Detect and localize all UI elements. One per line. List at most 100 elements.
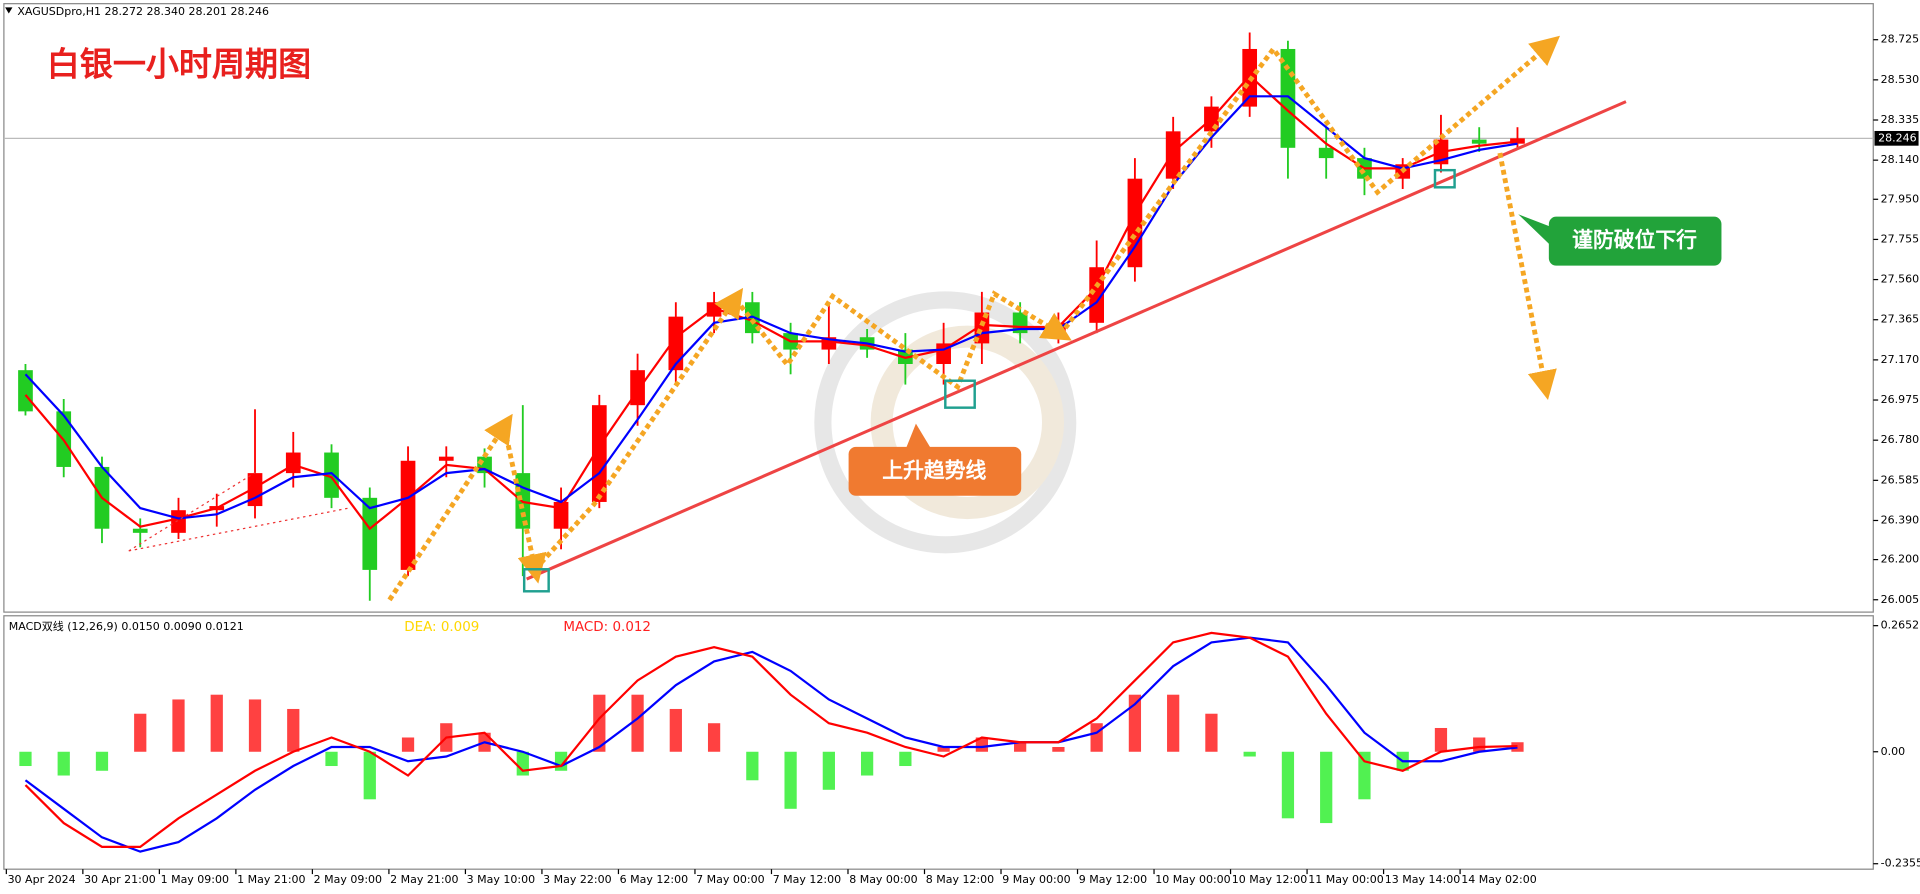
histogram-bar	[248, 699, 262, 752]
histogram-bar	[1358, 751, 1371, 800]
x-tick-label: 3 May 10:00	[467, 873, 535, 886]
y-tick-label: 28.530	[1881, 73, 1920, 86]
price-tag-label: 28.246	[1878, 131, 1916, 144]
y-tick-label: 26.975	[1881, 393, 1920, 406]
indicator-line	[24, 95, 1518, 520]
x-tick-label: 3 May 22:00	[543, 873, 611, 886]
histogram-bar	[172, 699, 185, 752]
y-tick-label: 28.335	[1881, 113, 1920, 126]
price-tag	[1874, 130, 1919, 146]
histogram-bar	[1014, 742, 1027, 752]
histogram-bar	[325, 751, 338, 767]
candle-body	[1510, 138, 1525, 144]
macd-panel	[3, 615, 1874, 870]
histogram-bar	[19, 751, 32, 767]
histogram-bar	[975, 737, 989, 752]
macd-plot: 0.2652 0.00 -0.2355 DEA: 0.009 MACD: 0.012	[19, 619, 1920, 870]
histogram-bar	[95, 751, 109, 771]
candle-body	[1280, 48, 1296, 148]
x-tick-label: 13 May 14:00	[1385, 873, 1460, 886]
candle-body	[1471, 139, 1487, 144]
candle-body	[400, 460, 416, 570]
histogram-bar	[401, 737, 415, 752]
y-tick-label: 27.170	[1881, 353, 1920, 366]
candle-body	[171, 510, 186, 533]
histogram-bar	[1320, 751, 1333, 824]
y-tick-label: 26.005	[1881, 593, 1920, 606]
histogram-bar	[784, 751, 797, 809]
candle-body	[362, 497, 378, 570]
histogram-bar	[134, 713, 147, 752]
candle-body	[438, 456, 454, 461]
candle-body	[1318, 147, 1334, 159]
menu-icon	[5, 7, 13, 14]
histogram-bar	[1473, 737, 1486, 752]
x-tick-label: 14 May 02:00	[1461, 873, 1536, 886]
y-tick-label: 27.560	[1881, 273, 1920, 286]
histogram-bar	[1167, 694, 1180, 752]
y-tick-label: 26.585	[1881, 473, 1920, 486]
x-tick-label: 30 Apr 2024	[8, 873, 76, 886]
candle-body	[324, 452, 339, 498]
y-tick-label: 27.755	[1881, 232, 1920, 245]
histogram-bar	[210, 694, 223, 752]
histogram-bar	[363, 751, 376, 800]
histogram-bar	[287, 708, 300, 752]
histogram-bar	[860, 751, 874, 776]
histogram-bar	[746, 751, 759, 781]
y-tick-label: 26.200	[1881, 553, 1920, 566]
indicator-line	[24, 74, 1518, 531]
x-tick-label: 1 May 21:00	[237, 873, 305, 886]
histogram-bar	[707, 723, 721, 752]
candle-body	[1165, 131, 1181, 179]
x-tick-label: 8 May 00:00	[849, 873, 917, 886]
histogram-bar	[669, 708, 682, 752]
watermark	[814, 291, 1077, 554]
main-plot: 28.725 28.530 28.335 28.140 27.950 27.755 27.5…	[3, 32, 1920, 606]
candle-body	[285, 452, 301, 474]
histogram-bar	[822, 751, 835, 790]
x-tick-label: 9 May 00:00	[1002, 873, 1070, 886]
histogram-bar	[1205, 713, 1218, 752]
y-tick-label: 28.725	[1881, 33, 1920, 46]
histogram-bar	[631, 694, 644, 752]
annotation-label: 谨防破位下行	[1572, 228, 1697, 252]
candle-body	[247, 473, 263, 507]
candle-body	[668, 316, 684, 371]
indicator-line	[24, 631, 1518, 848]
x-tick-label: 7 May 12:00	[773, 873, 841, 886]
candle-body	[553, 501, 569, 529]
histogram-bar	[1128, 694, 1142, 752]
indicator-title: MACD双线 (12,26,9) 0.0150 0.0090 0.0121	[9, 619, 244, 633]
y-tick-label: 0.2652	[1881, 619, 1920, 632]
x-tick-label: 2 May 21:00	[390, 873, 458, 886]
histogram-bar	[937, 746, 950, 752]
histogram-bar	[899, 751, 912, 767]
histogram-bar	[57, 751, 70, 776]
y-tick-label: 27.365	[1881, 313, 1920, 326]
y-tick-label: 28.140	[1881, 153, 1920, 166]
candle-body	[591, 405, 607, 502]
indicator-line	[24, 636, 1518, 853]
x-tick-label: 9 May 12:00	[1079, 873, 1147, 886]
y-tick-label: 26.390	[1881, 513, 1920, 526]
histogram-bar	[1243, 751, 1256, 757]
histogram-bar	[1090, 723, 1103, 752]
histogram-bar	[1434, 727, 1448, 752]
histogram-bar	[1052, 746, 1065, 752]
x-tick-label: 11 May 00:00	[1308, 873, 1383, 886]
y-tick-label: 27.950	[1881, 192, 1920, 205]
y-tick-label: 0.00	[1881, 745, 1906, 758]
histogram-bar	[516, 751, 529, 776]
x-tick-label: 10 May 12:00	[1232, 873, 1307, 886]
legend-label: MACD: 0.012	[563, 620, 651, 635]
histogram-bar	[593, 694, 606, 752]
x-tick-label: 8 May 12:00	[926, 873, 994, 886]
symbol-header: XAGUSDpro,H1 28.272 28.340 28.201 28.246	[17, 5, 269, 18]
x-tick-label: 2 May 09:00	[314, 873, 382, 886]
annotation-label: 上升趋势线	[882, 458, 986, 482]
legend-label: DEA: 0.009	[404, 620, 479, 635]
x-tick-label: 6 May 12:00	[620, 873, 688, 886]
